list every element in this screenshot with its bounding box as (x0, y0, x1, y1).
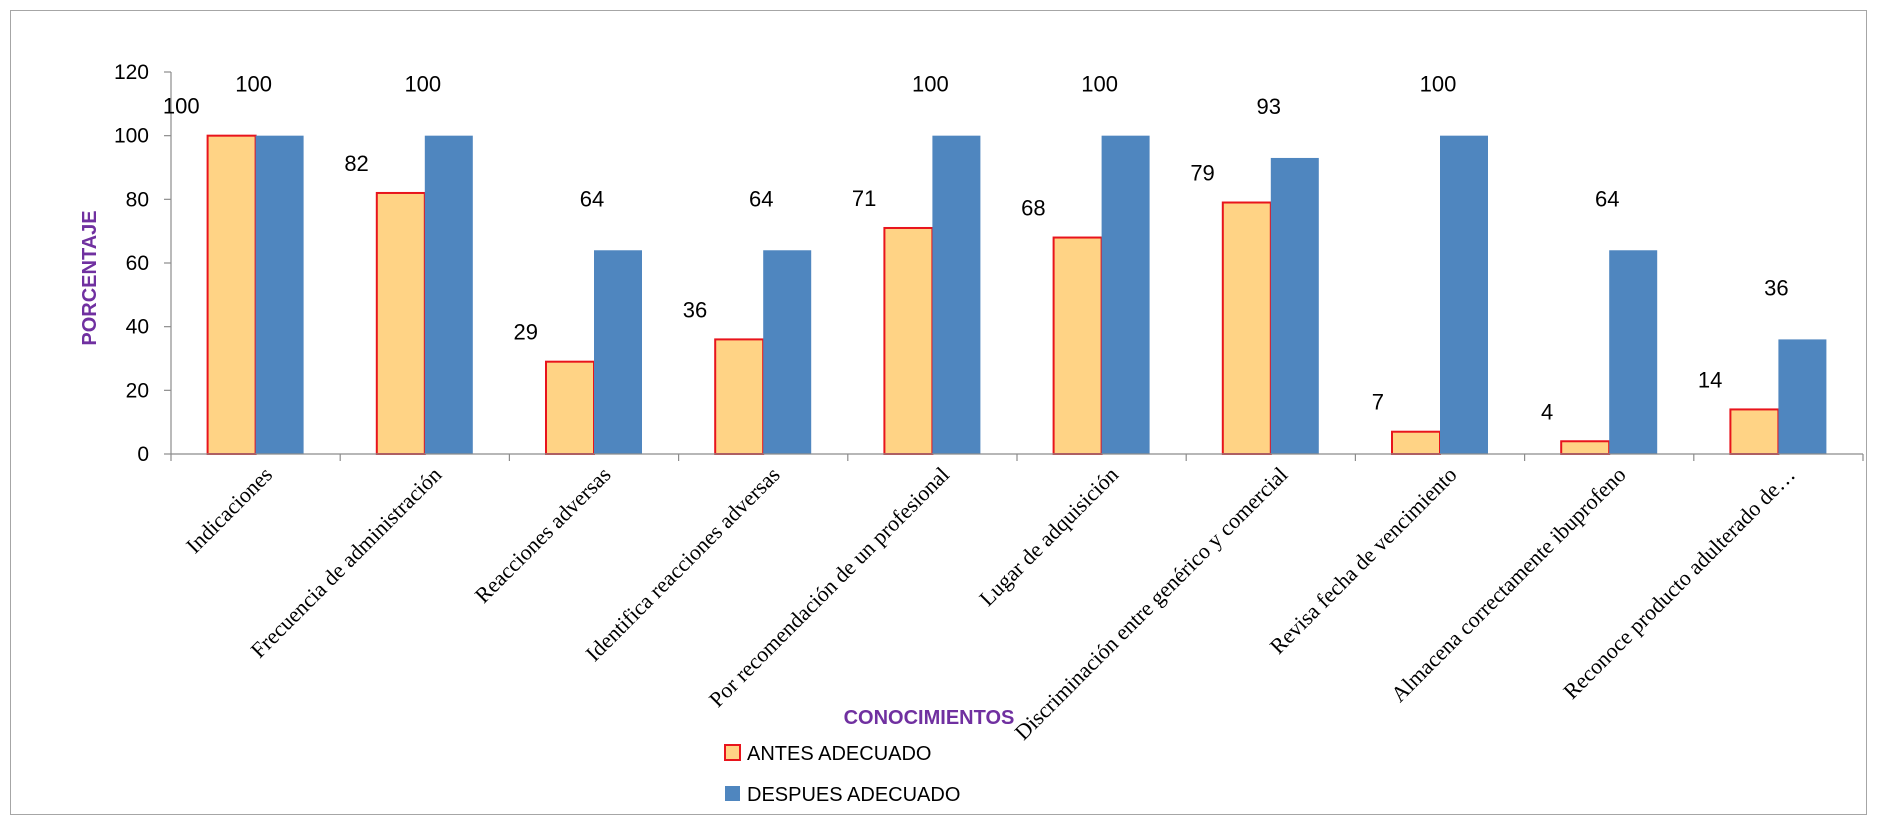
data-label-antes: 100 (163, 94, 200, 119)
x-axis-title: CONOCIMIENTOS (844, 707, 1015, 729)
bars (206, 134, 1827, 456)
y-tick-label: 0 (137, 443, 149, 466)
x-tick-label: Frecuencia de administración (246, 462, 447, 663)
y-tick-label: 40 (126, 316, 149, 339)
bar-despues-adecuado (1101, 135, 1150, 454)
bar-antes-adecuado (1052, 236, 1103, 455)
bar-despues-adecuado (932, 135, 981, 454)
data-label-despues: 100 (912, 72, 949, 97)
x-tick-label: Identifica reacciones adversas (580, 462, 784, 666)
bar-antes-adecuado (1221, 201, 1272, 455)
legend-label-antes: ANTES ADECUADO (747, 743, 931, 765)
data-label-antes: 68 (1021, 196, 1045, 221)
y-axis-title: PORCENTAJE (79, 210, 101, 345)
bar-despues-adecuado (763, 250, 812, 454)
bar-antes-adecuado (1391, 430, 1441, 456)
y-tick-label: 100 (114, 125, 149, 148)
bar-despues-adecuado (594, 250, 642, 454)
legend-swatch-antes (724, 744, 741, 761)
y-axis: 0 20 40 60 80 100 120 (114, 61, 172, 466)
x-tick-label: Revisa fecha de vencimiento (1265, 462, 1462, 659)
x-tick-label: Discriminación entre genérico y comercia… (1009, 462, 1292, 745)
bar-despues-adecuado (1778, 339, 1827, 454)
legend: ANTES ADECUADO DESPUES ADECUADO (724, 743, 960, 806)
bar-antes-adecuado (714, 338, 765, 455)
bar-antes-adecuado (545, 360, 595, 455)
data-label-antes: 14 (1698, 367, 1722, 392)
data-label-despues: 100 (1081, 72, 1118, 97)
data-label-despues: 64 (580, 186, 604, 211)
data-label-despues: 64 (1595, 186, 1619, 211)
y-tick-label: 60 (126, 252, 149, 275)
data-labels: 100 100 82 100 29 64 36 64 71 100 68 100 79 93 7 100 4 64… (163, 72, 1789, 425)
y-tick-label: 20 (126, 379, 149, 402)
data-label-antes: 7 (1372, 390, 1384, 415)
bar-despues-adecuado (1440, 135, 1488, 454)
bar-despues-adecuado (1270, 157, 1319, 454)
data-label-antes: 79 (1190, 161, 1214, 186)
data-label-despues: 100 (1420, 72, 1457, 97)
data-label-antes: 4 (1541, 399, 1553, 424)
legend-label-despues: DESPUES ADECUADO (747, 784, 960, 806)
bar-antes-adecuado (1729, 408, 1780, 455)
data-label-antes: 29 (514, 320, 538, 345)
data-label-despues: 93 (1257, 94, 1281, 119)
bar-despues-adecuado (1609, 250, 1658, 454)
data-label-despues: 100 (404, 72, 441, 97)
legend-swatch-despues (725, 786, 740, 801)
data-label-despues: 100 (235, 72, 272, 97)
data-label-despues: 36 (1764, 275, 1788, 300)
data-label-antes: 36 (683, 297, 707, 322)
x-tick-label: Reacciones adversas (470, 462, 616, 608)
x-tick-label: Lugar de adquisición (974, 462, 1123, 611)
data-label-antes: 71 (852, 186, 876, 211)
bar-antes-adecuado (1560, 440, 1611, 455)
y-tick-label: 120 (114, 61, 149, 84)
bar-despues-adecuado (255, 135, 304, 454)
y-tick-label: 80 (126, 188, 149, 211)
x-tick-label: Indicaciones (181, 462, 277, 558)
bar-despues-adecuado (424, 135, 473, 454)
data-label-antes: 82 (344, 151, 368, 176)
data-label-despues: 64 (749, 186, 773, 211)
bar-antes-adecuado (883, 226, 934, 455)
bar-antes-adecuado (206, 134, 257, 456)
bar-antes-adecuado (375, 191, 426, 455)
